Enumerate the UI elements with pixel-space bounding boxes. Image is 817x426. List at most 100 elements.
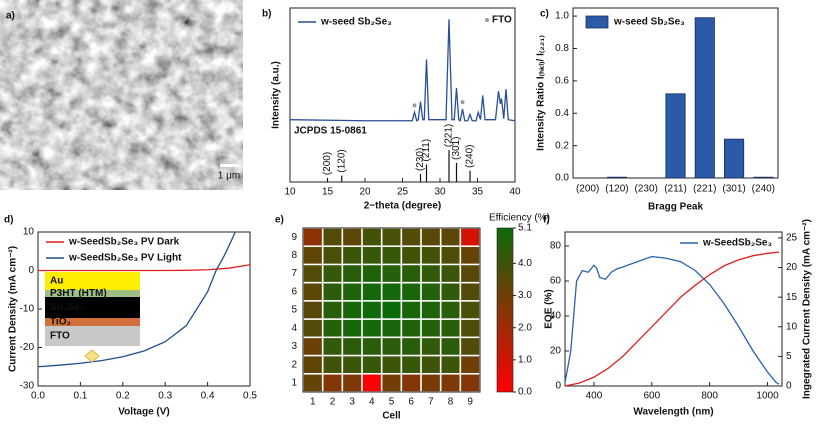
- heatmap-cell: [343, 338, 362, 355]
- heatmap-cell: [343, 356, 362, 373]
- heatmap-cell: [303, 247, 322, 264]
- x-tick-label: (240): [752, 184, 775, 195]
- heatmap-cell: [461, 283, 480, 301]
- legend-swatch: [485, 18, 489, 22]
- heatmap-cell: [402, 265, 421, 282]
- panel-label: e): [275, 215, 284, 226]
- y2-tick-label: 25: [786, 233, 798, 244]
- light-icon: [84, 349, 100, 363]
- y2-tick-label: 10: [786, 321, 798, 332]
- y-tick-label: 2: [291, 359, 297, 370]
- heatmap-cell: [461, 265, 480, 282]
- x-tick-label: 5: [389, 397, 395, 408]
- x-tick-label: 400: [586, 391, 603, 402]
- heatmap-cell: [323, 283, 342, 301]
- x-tick-label: 10: [284, 187, 296, 198]
- legend-label: FTO: [492, 15, 512, 26]
- heatmap-cell: [461, 301, 480, 319]
- x-tick-label: 6: [408, 397, 414, 408]
- y-tick-label: 0.4: [555, 108, 569, 119]
- heatmap-cell: [421, 374, 440, 392]
- x-tick-label: (120): [605, 184, 628, 195]
- x-tick-label: 0.0: [31, 391, 45, 402]
- y-tick-label: 10: [23, 227, 35, 238]
- y-tick-label: 0: [28, 265, 34, 276]
- heatmap-cell: [402, 319, 421, 337]
- heatmap-cell: [382, 301, 401, 319]
- heatmap-cell: [362, 265, 381, 282]
- colorbar-tick-label: 0.0: [518, 387, 532, 398]
- y-tick-label: 9: [291, 232, 297, 243]
- x-tick-label: (301): [722, 184, 745, 195]
- x-axis-label: 2−theta (degree): [364, 201, 442, 212]
- y-tick-label: 1.0: [555, 11, 569, 22]
- x-tick-label: 800: [701, 391, 718, 402]
- device-layer: [45, 272, 140, 290]
- heatmap-cell: [441, 247, 460, 264]
- x-tick-label: 4: [369, 397, 375, 408]
- heatmap-cell: [402, 338, 421, 355]
- x-tick-label: 1: [310, 397, 316, 408]
- heatmap-cell: [421, 301, 440, 319]
- x-tick-label: (211): [664, 184, 687, 195]
- y2-tick-label: 15: [786, 292, 798, 303]
- heatmap-cell: [303, 374, 322, 392]
- heatmap-cell: [303, 338, 322, 355]
- heatmap-cell: [323, 265, 342, 282]
- colorbar-tick-label: 3.0: [518, 290, 532, 301]
- heatmap-cell: [303, 356, 322, 373]
- panel-label: d): [4, 215, 13, 226]
- x-tick-label: 1000: [756, 391, 779, 402]
- heatmap-cell: [461, 228, 480, 246]
- colorbar-tick-label: 4.0: [518, 258, 532, 269]
- heatmap-cell: [362, 283, 381, 301]
- y-axis-label: Intensity (a.u.): [271, 61, 282, 129]
- y-tick-label: -30: [20, 381, 35, 392]
- heatmap-cell: [323, 374, 342, 392]
- heatmap-cell: [402, 283, 421, 301]
- heatmap-cell: [362, 319, 381, 337]
- fto-marker: [412, 103, 417, 108]
- heatmap-cell: [421, 247, 440, 264]
- sem-image: [0, 0, 243, 190]
- heatmap-cell: [441, 374, 460, 392]
- x-tick-label: 9: [467, 397, 473, 408]
- heatmap-cell: [402, 247, 421, 264]
- reference-peak-label: (120): [336, 149, 347, 172]
- heatmap-cell: [461, 374, 480, 392]
- data-line: [564, 251, 780, 387]
- y-axis-label: Ingegrated Current Density (mA cm⁻²): [802, 219, 813, 399]
- heatmap-cell: [441, 265, 460, 282]
- reference-peak-label: (211): [421, 139, 432, 162]
- x-tick-label: (221): [693, 184, 716, 195]
- heatmap-cell: [441, 338, 460, 355]
- x-axis-label: Voltage (V): [118, 407, 169, 418]
- device-layer: [45, 290, 140, 297]
- x-tick-label: 20: [359, 187, 371, 198]
- heatmap-cell: [343, 228, 362, 246]
- heatmap-cell: [421, 356, 440, 373]
- heatmap-cell: [382, 338, 401, 355]
- heatmap-cell: [421, 265, 440, 282]
- legend-label: w-SeedSb₂Se₃ PV Dark: [68, 237, 180, 248]
- y-tick-label: 0.0: [555, 173, 569, 184]
- heatmap-cell: [382, 374, 401, 392]
- legend-label: w-SeedSb₂Se₃ PV Light: [68, 253, 182, 264]
- x-tick-label: 0.2: [116, 391, 130, 402]
- y-tick-label: 20: [550, 346, 562, 357]
- x-tick-label: 0.3: [158, 391, 172, 402]
- y-axis-label: EQE (%): [544, 289, 555, 328]
- bar: [665, 93, 686, 179]
- device-layer-label: Au: [50, 276, 63, 287]
- y-tick-label: 7: [291, 268, 297, 279]
- x-tick-label: 25: [397, 187, 409, 198]
- y2-tick-label: 5: [786, 351, 792, 362]
- x-axis-label: Cell: [382, 411, 401, 422]
- panel-label: f): [543, 215, 550, 226]
- y-tick-label: 3: [291, 341, 297, 352]
- heatmap-cell: [323, 338, 342, 355]
- heatmap-cell: [303, 301, 322, 319]
- x-axis-label: Bragg Peak: [648, 202, 703, 213]
- heatmap-cell: [303, 319, 322, 337]
- heatmap-cell: [343, 247, 362, 264]
